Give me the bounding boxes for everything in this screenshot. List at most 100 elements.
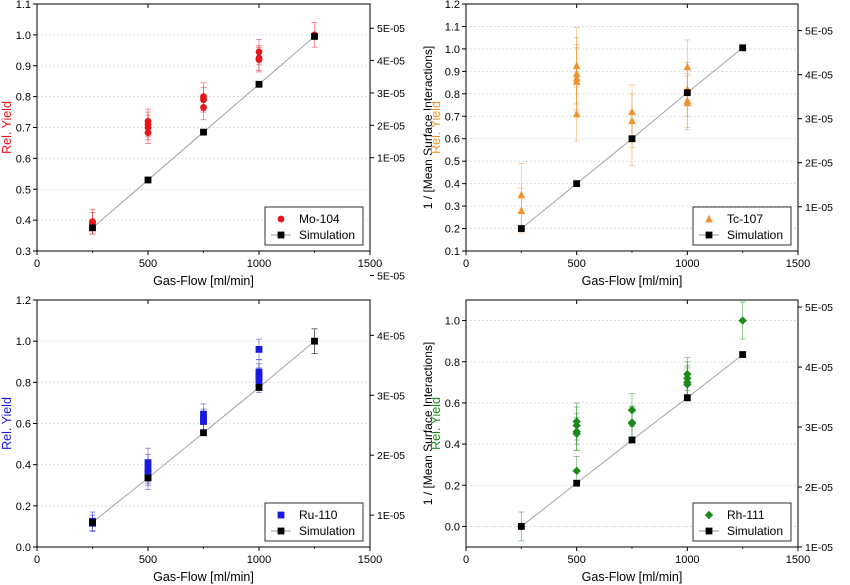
y-tick-label: 0.6 (16, 419, 31, 431)
data-point (200, 418, 207, 425)
legend-box (264, 502, 364, 542)
data-point (200, 429, 207, 437)
y-axis-label: Rel. Yield (429, 397, 443, 450)
x-axis-label: Gas-Flow [ml/min] (582, 274, 683, 288)
chart-panel-top-left: 0 500 1000 1500 0.3 0.4 0.5 0.6 0.7 0.8 0.9 1.0 1.1 1… (0, 0, 435, 288)
series-simulation (89, 328, 318, 526)
y-tick-label: 0.4 (16, 215, 31, 227)
x-tick-label: 500 (567, 554, 585, 566)
y2-tick-label: 5E-05 (377, 270, 405, 282)
y-tick-label: 0.6 (16, 153, 31, 165)
legend-marker (705, 527, 713, 535)
legend-label: Simulation (727, 228, 783, 242)
x-axis-label: Gas-Flow [ml/min] (582, 570, 683, 584)
data-point (573, 479, 581, 487)
data-point (739, 351, 747, 358)
y2-tick-label: 3E-05 (377, 88, 405, 100)
y2-tick-label: 5E-05 (377, 23, 405, 35)
y-tick-label: 0.8 (445, 357, 460, 369)
data-point (572, 77, 581, 85)
data-point (200, 128, 207, 136)
x-tick-label: 1000 (247, 258, 271, 270)
data-point (517, 225, 525, 232)
legend-marker (704, 510, 714, 520)
y-tick-label: 0.1 (445, 246, 460, 258)
data-point (628, 436, 636, 444)
y-tick-label: 1.0 (16, 30, 31, 42)
data-point (255, 378, 263, 386)
y2-tick-label: 4E-05 (805, 362, 833, 374)
x-tick-label: 1000 (247, 554, 271, 566)
legend-marker (277, 527, 285, 535)
y-tick-label: 0.3 (445, 201, 460, 213)
legend-marker (277, 511, 285, 519)
y-tick-label: 0.8 (16, 92, 31, 104)
y2-tick-label: 3E-05 (805, 422, 833, 434)
data-point (144, 474, 152, 482)
y2-tick-label: 1E-05 (377, 153, 405, 165)
y-tick-label: 0.8 (445, 89, 460, 101)
data-point (739, 44, 747, 52)
y2-tick-label: 2E-05 (377, 120, 405, 132)
x-axis-label: Gas-Flow [ml/min] (153, 274, 254, 288)
legend: Ru-110 Simulation (264, 502, 364, 542)
x-tick-label: 1500 (358, 554, 382, 566)
legend-label: Ru-110 (299, 508, 338, 522)
legend-box (692, 206, 792, 246)
y-tick-label: 0.4 (445, 179, 460, 191)
data-point (144, 129, 152, 137)
x-axis-label: Gas-Flow [ml/min] (153, 570, 254, 584)
x-tick-label: 1000 (675, 554, 699, 566)
series-tc-107 (517, 27, 692, 234)
data-point (683, 89, 691, 97)
y-tick-label: 1.2 (16, 295, 31, 307)
data-point (255, 80, 263, 88)
y-tick-label: 1.2 (445, 0, 460, 11)
chart-panel-bottom-right: 0 500 1000 1500 0.0 0.2 0.4 0.6 0.8 1.0 1E-05 2E-05… (429, 299, 850, 584)
x-tick-label: 0 (463, 258, 469, 270)
data-point (255, 56, 263, 63)
data-point (572, 466, 581, 476)
legend-label: Simulation (299, 228, 355, 242)
x-tick-label: 1500 (786, 258, 810, 270)
x-tick-label: 0 (463, 554, 469, 566)
y2-axis-label: 1 / [Mean Surface Interactions] (421, 342, 435, 505)
y-tick-label: 0.6 (445, 398, 460, 410)
y2-tick-label: 5E-05 (805, 26, 833, 38)
data-point (683, 394, 691, 402)
legend-marker (705, 214, 713, 223)
series-mo-104 (89, 22, 318, 235)
legend: Mo-104 Simulation (264, 206, 364, 246)
y-axis-label: Rel. Yield (0, 101, 14, 154)
chart-panel-bottom-left: 0 500 1000 1500 0.0 0.2 0.4 0.6 0.8 1.0 1.2 1E-05 2E… (0, 270, 435, 584)
data-point (311, 337, 318, 345)
y-tick-label: 0.2 (16, 501, 31, 513)
y2-tick-label: 3E-05 (377, 390, 405, 402)
y2-tick-label: 2E-05 (377, 450, 405, 462)
legend-marker (705, 231, 713, 239)
y-tick-label: 0.8 (16, 377, 31, 389)
x-tick-label: 500 (139, 554, 157, 566)
y-tick-label: 0.0 (16, 542, 31, 554)
y-tick-label: 0.7 (16, 123, 31, 135)
y-axis-label: Rel. Yield (0, 397, 14, 450)
legend-label: Mo-104 (299, 212, 340, 226)
x-tick-label: 1500 (786, 554, 810, 566)
y-tick-label: 1.0 (445, 44, 460, 56)
y2-tick-label: 4E-05 (377, 56, 405, 68)
data-point (738, 316, 747, 325)
data-point (89, 224, 96, 232)
data-point (627, 419, 637, 428)
x-tick-label: 1000 (675, 258, 699, 270)
data-point (89, 518, 96, 526)
data-point (572, 109, 581, 118)
y-tick-label: 0.6 (445, 134, 460, 146)
x-tick-label: 0 (34, 554, 40, 566)
legend-marker (277, 231, 285, 239)
y-tick-label: 0.4 (445, 439, 460, 451)
y-tick-label: 0.5 (445, 156, 460, 168)
y-tick-label: 0.9 (16, 61, 31, 73)
y2-tick-label: 1E-05 (805, 542, 833, 554)
y2-axis-label: 1 / [Mean Surface Interactions] (421, 46, 435, 209)
y2-tick-label: 2E-05 (805, 482, 833, 494)
